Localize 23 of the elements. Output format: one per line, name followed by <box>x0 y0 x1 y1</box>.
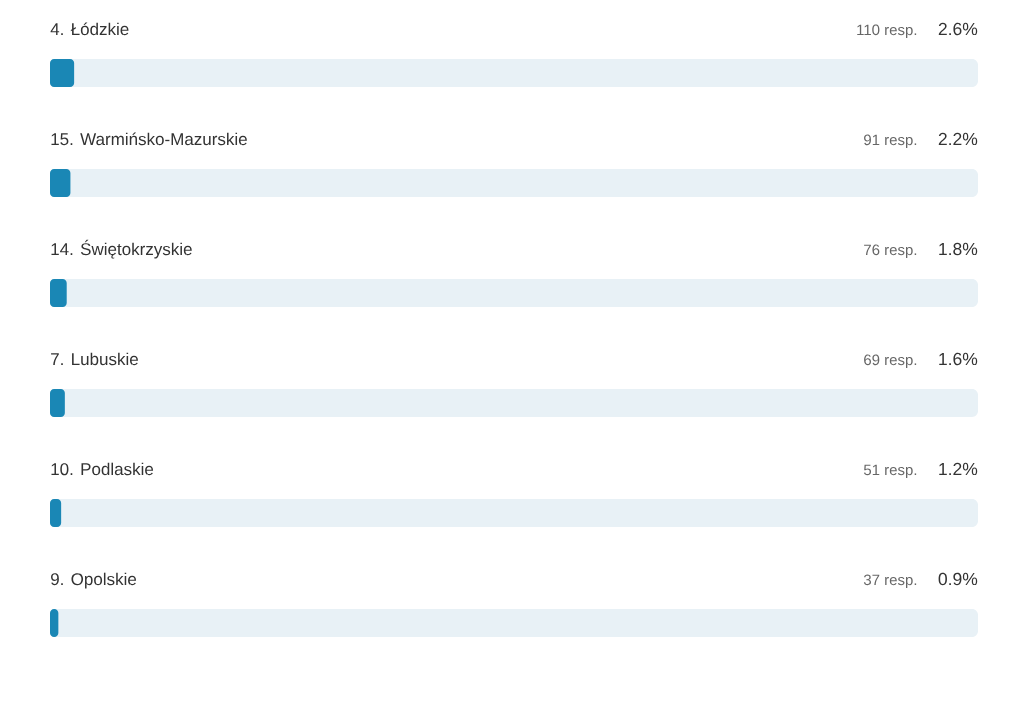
bar <box>50 169 71 198</box>
data-label: 1.2% <box>939 462 978 476</box>
bar <box>50 389 65 418</box>
y-tick-label: 7. Lubuskie <box>51 352 138 366</box>
annotation: 37 resp. <box>863 574 917 589</box>
annotation: 76 resp. <box>864 244 917 259</box>
data-label: 2.6% <box>938 22 978 36</box>
annotation: 91 resp. <box>864 134 917 149</box>
y-tick-label: 15. Warmińsko-Mazurskie <box>51 132 247 146</box>
data-label: 1.6% <box>939 352 978 366</box>
annotation: 110 resp. <box>857 24 917 39</box>
annotation: 51 resp. <box>863 464 917 479</box>
y-tick-label: 10. Podlaskie <box>51 462 154 476</box>
bar <box>50 59 75 87</box>
annotation: 69 resp. <box>864 354 917 369</box>
y-tick-label: 14. Świętokrzyskie <box>51 239 192 259</box>
data-label: 0.9% <box>938 572 978 586</box>
bar <box>50 499 62 528</box>
y-tick-label: 9. Opolskie <box>51 572 137 589</box>
data-label: 2.2% <box>938 132 978 146</box>
y-tick-label: 4. Łódzkie <box>50 22 129 36</box>
data-label: 1.8% <box>939 242 978 256</box>
bar <box>50 279 67 308</box>
